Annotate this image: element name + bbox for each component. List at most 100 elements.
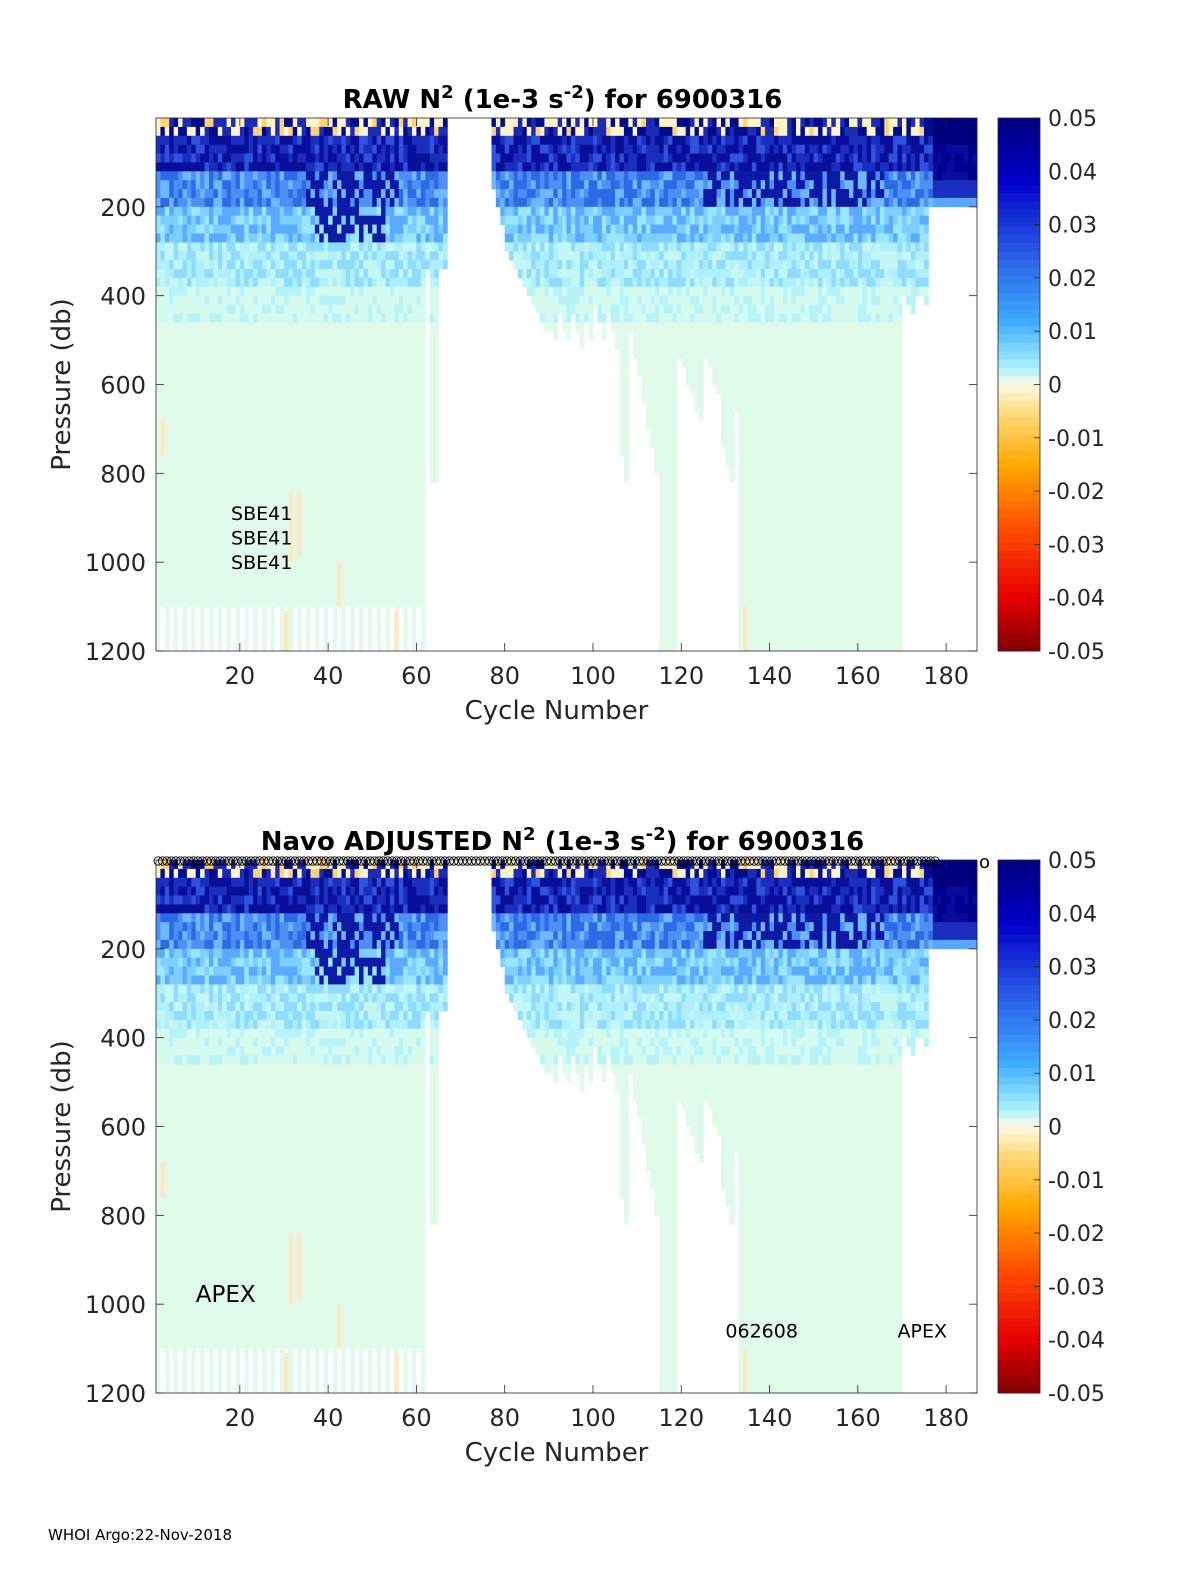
heatmap-cell [239,428,245,439]
heatmap-cell [248,579,254,590]
heatmap-cell [239,322,245,332]
heatmap-cell [195,411,201,421]
heatmap-cell [601,260,607,270]
heatmap-cell [182,295,188,305]
heatmap-cell [363,571,369,581]
heatmap-cell [257,260,263,270]
heatmap-cell [319,482,325,492]
heatmap-cell [650,428,656,439]
heatmap-cell [169,508,174,519]
heatmap-cell [226,482,232,492]
heatmap-cell [164,375,170,385]
heatmap-cell [186,331,192,341]
heatmap-cell [354,482,360,492]
heatmap-cell [279,375,285,385]
heatmap-cell [385,206,391,217]
heatmap-cell [226,517,232,528]
heatmap-cell [204,420,210,430]
heatmap-cell [204,349,210,359]
heatmap-cell [540,277,545,288]
heatmap-cell [593,144,598,154]
heatmap-cell [354,153,360,163]
heatmap-cell [279,215,285,225]
heatmap-cell [156,233,161,243]
heatmap-cell [517,144,523,154]
heatmap-cell [345,340,351,350]
heatmap-cell [513,189,519,199]
heatmap-cell [257,215,263,225]
heatmap-cell [160,126,166,137]
heatmap-cell [160,597,166,607]
heatmap-cell [244,233,250,243]
heatmap-cell [226,455,232,465]
heatmap-cell [403,295,408,305]
heatmap-cell [182,491,188,501]
heatmap-cell [663,144,669,154]
heatmap-cell [646,206,651,217]
heatmap-cell [566,322,572,332]
heatmap-cell [557,180,563,190]
heatmap-cell [270,206,276,217]
heatmap-cell [204,260,210,270]
heatmap-cell [217,420,223,430]
heatmap-cell [522,144,528,154]
heatmap-cell [654,144,660,154]
heatmap-cell [575,242,581,252]
heatmap-cell [213,606,219,616]
heatmap-cell [301,642,307,652]
heatmap-cell [672,135,678,146]
heatmap-cell [354,189,360,199]
heatmap-cell [253,197,258,208]
heatmap-cell [253,357,258,368]
heatmap-cell [570,197,576,208]
heatmap-cell [425,215,431,225]
heatmap-cell [323,189,329,199]
heatmap-cell [164,571,170,581]
heatmap-cell [301,171,307,181]
heatmap-cell [270,500,276,510]
heatmap-cell [381,269,386,279]
heatmap-cell [239,624,245,634]
heatmap-cell [412,340,417,350]
heatmap-cell [288,633,294,643]
heatmap-cell [350,189,355,199]
heatmap-cell [553,233,559,243]
heatmap-cell [345,446,351,456]
heatmap-cell [288,482,294,492]
heatmap-cell [637,215,642,225]
heatmap-cell [615,251,620,261]
heatmap-cell [389,402,395,412]
heatmap-cell [345,428,351,439]
heatmap-cell [637,322,642,332]
heatmap-cell [619,135,625,146]
heatmap-cell [337,517,342,528]
heatmap-cell [323,615,329,625]
heatmap-cell [420,162,426,172]
heatmap-cell [385,242,391,252]
heatmap-cell [288,118,294,128]
heatmap-cell [248,553,254,563]
heatmap-cell [337,393,342,403]
heatmap-cell [160,402,166,412]
heatmap-cell [659,473,664,483]
heatmap-cell [416,269,422,279]
heatmap-cell [160,340,166,350]
heatmap-cell [663,126,669,137]
heatmap-cell [398,180,404,190]
heatmap-cell [297,304,302,314]
heatmap-cell [654,366,660,376]
heatmap-cell [429,464,435,474]
heatmap-cell [672,615,678,625]
heatmap-cell [376,260,382,270]
heatmap-cell [200,571,205,581]
heatmap-cell [257,135,263,146]
heatmap-cell [164,197,170,208]
heatmap-cell [244,197,250,208]
heatmap-cell [398,322,404,332]
heatmap-cell [248,588,254,599]
heatmap-cell [239,331,245,341]
heatmap-cell [628,322,634,332]
heatmap-cell [407,162,413,172]
heatmap-cell [350,588,355,599]
heatmap-cell [434,135,439,146]
